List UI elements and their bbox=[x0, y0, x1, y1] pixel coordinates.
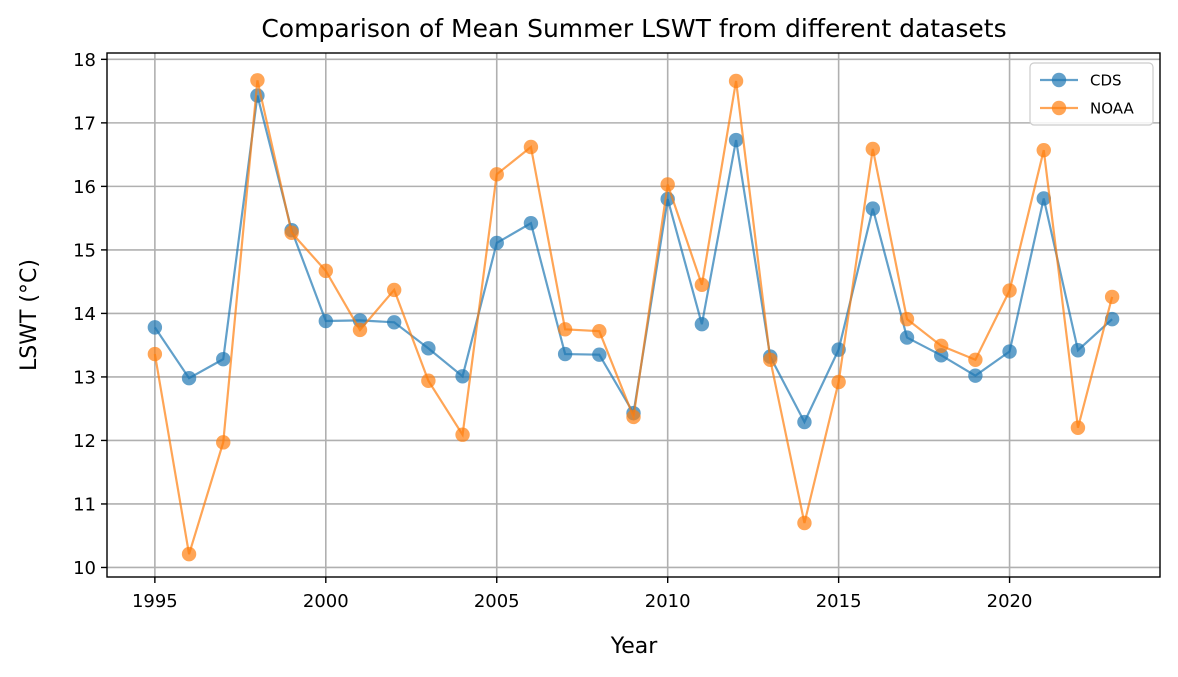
data-point-cds bbox=[592, 347, 607, 362]
data-point-noaa bbox=[181, 546, 197, 562]
data-point-cds bbox=[557, 346, 573, 362]
series-noaa bbox=[147, 73, 1120, 562]
y-tick-label: 17 bbox=[73, 113, 96, 134]
data-point-cds bbox=[968, 368, 983, 383]
data-point-cds bbox=[181, 370, 197, 386]
data-point-cds bbox=[1104, 311, 1120, 327]
data-point-noaa bbox=[284, 225, 299, 240]
legend-marker-noaa bbox=[1051, 100, 1067, 116]
data-point-cds bbox=[489, 235, 504, 251]
y-tick-label: 11 bbox=[73, 494, 96, 515]
data-point-noaa bbox=[1104, 289, 1120, 305]
y-tick-label: 10 bbox=[73, 558, 96, 579]
data-point-noaa bbox=[660, 177, 675, 192]
data-point-noaa bbox=[1002, 283, 1017, 298]
data-point-noaa bbox=[797, 515, 812, 531]
data-point-noaa bbox=[147, 346, 163, 362]
legend-label-cds: CDS bbox=[1090, 72, 1122, 90]
series-line-cds bbox=[153, 95, 1113, 425]
data-point-cds bbox=[318, 313, 334, 329]
data-point-noaa bbox=[352, 322, 368, 338]
data-point-noaa bbox=[386, 282, 402, 298]
series-line-noaa bbox=[153, 80, 1114, 555]
data-point-noaa bbox=[694, 277, 710, 293]
data-point-noaa bbox=[318, 263, 334, 279]
data-point-cds bbox=[1002, 344, 1017, 359]
data-point-noaa bbox=[1036, 142, 1051, 158]
x-tick-label: 1995 bbox=[132, 591, 178, 612]
x-tick-label: 2015 bbox=[816, 591, 862, 612]
data-point-noaa bbox=[421, 373, 436, 388]
data-point-noaa bbox=[865, 141, 881, 157]
data-point-noaa bbox=[626, 409, 641, 425]
data-point-cds bbox=[147, 320, 163, 335]
data-point-cds bbox=[728, 132, 744, 148]
data-point-noaa bbox=[1070, 420, 1086, 435]
series-cds bbox=[147, 88, 1120, 430]
plot-frame bbox=[106, 52, 1161, 578]
x-tick-label: 2010 bbox=[645, 591, 691, 612]
data-point-cds bbox=[455, 369, 470, 384]
data-point-cds bbox=[421, 341, 436, 356]
data-point-noaa bbox=[968, 352, 983, 367]
chart-title: Comparison of Mean Summer LSWT from diff… bbox=[261, 14, 1006, 43]
y-axis-label: LSWT (°C) bbox=[17, 259, 42, 371]
x-tick-label: 2005 bbox=[474, 591, 520, 612]
data-point-noaa bbox=[831, 374, 846, 390]
y-tick-label: 18 bbox=[73, 50, 96, 71]
data-point-noaa bbox=[489, 167, 504, 182]
data-point-noaa bbox=[592, 323, 607, 339]
x-axis: 1995 2000 2005 2010 2015 2020 bbox=[132, 577, 1033, 612]
y-tick-label: 13 bbox=[73, 367, 96, 388]
data-point-cds bbox=[797, 414, 812, 430]
data-point-noaa bbox=[250, 73, 265, 88]
data-point-noaa bbox=[933, 338, 949, 354]
data-point-noaa bbox=[523, 139, 539, 155]
y-axis: 10 11 12 13 14 15 16 17 18 bbox=[73, 50, 107, 579]
data-point-cds bbox=[1036, 191, 1051, 206]
data-point-noaa bbox=[455, 427, 470, 442]
legend-label-noaa: NOAA bbox=[1090, 100, 1134, 118]
x-tick-label: 2020 bbox=[987, 591, 1033, 612]
data-point-noaa bbox=[557, 322, 573, 337]
data-point-cds bbox=[899, 330, 915, 345]
y-tick-label: 14 bbox=[73, 304, 96, 325]
y-tick-label: 16 bbox=[73, 177, 96, 198]
data-point-cds bbox=[865, 201, 881, 216]
grid bbox=[107, 53, 1160, 577]
legend: CDS NOAA bbox=[1029, 62, 1154, 126]
data-point-noaa bbox=[899, 311, 915, 327]
data-point-cds bbox=[216, 351, 231, 367]
legend-marker-cds bbox=[1051, 72, 1067, 88]
y-tick-label: 15 bbox=[73, 240, 96, 261]
data-point-noaa bbox=[728, 73, 744, 89]
y-tick-label: 12 bbox=[73, 431, 96, 452]
data-point-noaa bbox=[763, 352, 778, 367]
data-point-cds bbox=[1070, 343, 1086, 358]
x-axis-label: Year bbox=[610, 634, 659, 659]
x-tick-label: 2000 bbox=[303, 591, 349, 612]
series-layer bbox=[147, 73, 1120, 562]
data-point-cds bbox=[523, 216, 539, 231]
data-point-noaa bbox=[216, 435, 231, 450]
data-point-cds bbox=[386, 315, 402, 330]
data-point-cds bbox=[694, 317, 710, 332]
